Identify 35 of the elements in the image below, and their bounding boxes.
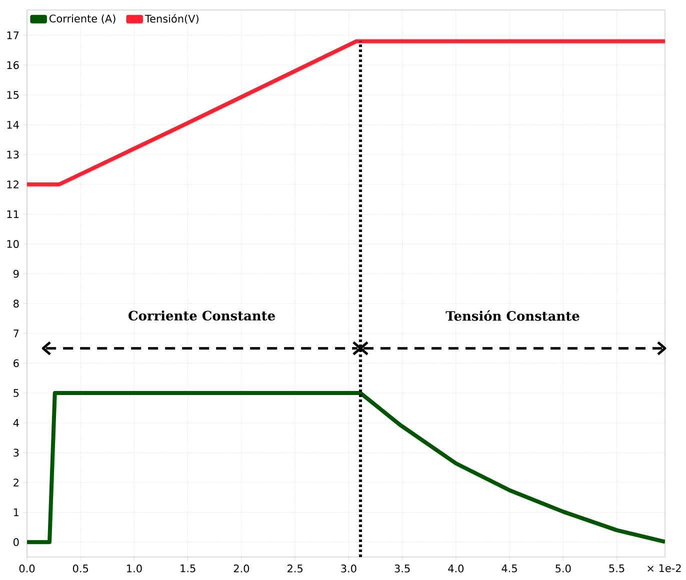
annotation: Corriente Constante: [128, 310, 275, 321]
annotation: Tensión Constante: [446, 310, 580, 321]
x-tick-label: 4.0: [448, 564, 464, 572]
y-tick-label: 5: [14, 389, 19, 397]
x-tick-label: 1.0: [127, 564, 142, 572]
legend-label: Corriente (A): [50, 14, 116, 24]
y-tick-label: 11: [7, 210, 19, 218]
x-tick-label: 4.5: [502, 564, 517, 572]
y-tick-label: 0: [14, 538, 19, 546]
y-tick-label: 12: [7, 180, 18, 188]
y-tick-label: 1: [14, 508, 19, 516]
legend-label: Tensión(V): [144, 14, 198, 24]
y-tick-label: 7: [14, 330, 19, 338]
x-tick-label: 2.0: [234, 564, 250, 572]
y-tick-label: 9: [13, 270, 19, 278]
x-tick-label: 0.5: [72, 564, 88, 572]
y-tick-label: 17: [7, 32, 19, 40]
x-axis-title: × 1e-2: [648, 564, 681, 572]
y-tick-label: 10: [7, 240, 19, 248]
y-tick-label: 13: [7, 150, 19, 159]
y-tick-label: 2: [14, 478, 18, 486]
y-tick-label: 4: [13, 419, 19, 427]
x-tick-label: 1.5: [180, 564, 196, 572]
x-tick-label: 0.0: [19, 564, 35, 572]
x-tick-label: 5.0: [556, 564, 571, 572]
x-tick-label: 3.5: [394, 564, 410, 572]
y-tick-label: 8: [14, 300, 19, 308]
y-tick-label: 14: [7, 120, 19, 129]
y-tick-label: 16: [7, 61, 19, 70]
x-tick-label: 2.5: [288, 564, 302, 572]
x-tick-label: 5.5: [609, 564, 624, 572]
y-tick-label: 3: [14, 448, 19, 457]
y-tick-label: 6: [14, 359, 19, 368]
x-tick-label: 3.0: [341, 564, 356, 572]
y-tick-label: 15: [7, 91, 19, 99]
